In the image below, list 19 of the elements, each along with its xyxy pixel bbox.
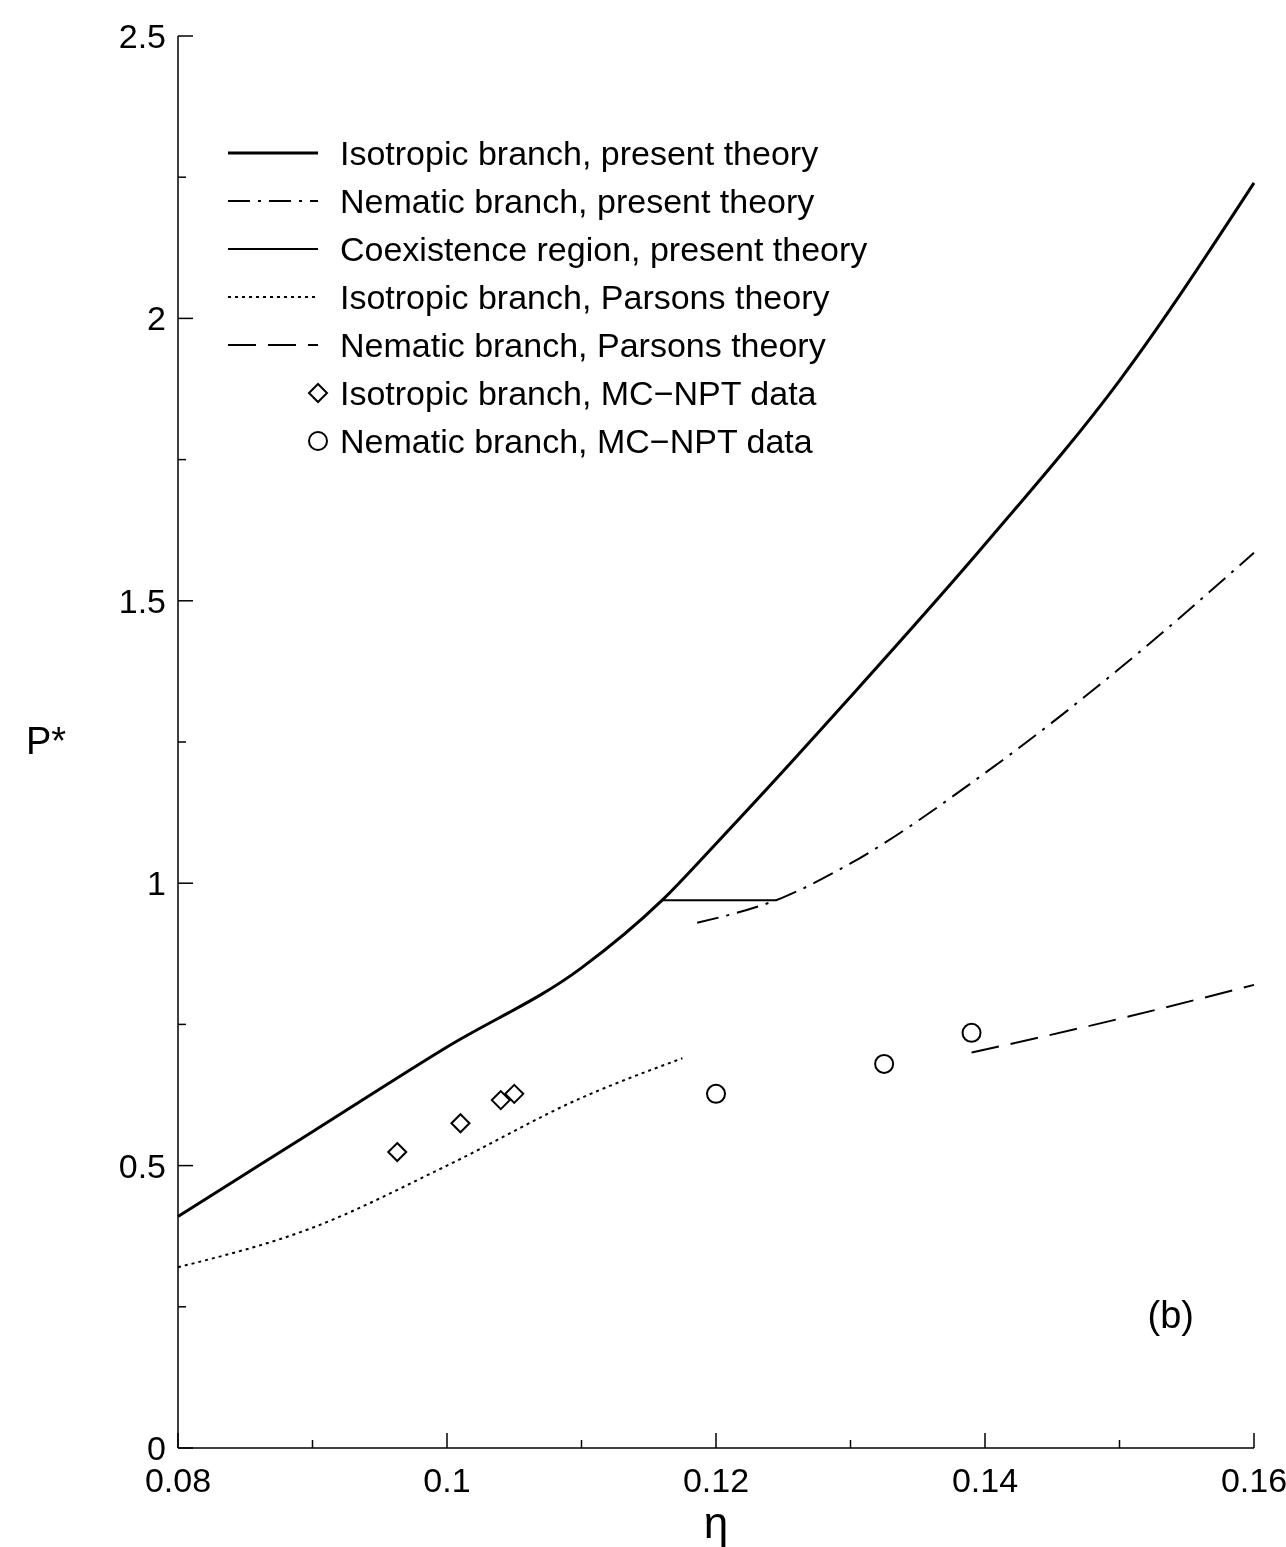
x-tick-label: 0.1 — [423, 1461, 471, 1499]
y-tick-label: 0.5 — [118, 1146, 166, 1185]
annotation: (b) — [1147, 1294, 1194, 1336]
legend-label: Isotropic branch, Parsons theory — [340, 278, 830, 316]
legend-label: Nematic branch, present theory — [340, 182, 815, 220]
legend-label: Isotropic branch, MC−NPT data — [340, 374, 817, 412]
y-tick-label: 1 — [147, 864, 166, 903]
x-axis-title: η — [703, 1498, 729, 1547]
y-tick-label: 1.5 — [118, 581, 166, 620]
legend-label: Coexistence region, present theory — [340, 230, 868, 268]
legend-label: Nematic branch, MC−NPT data — [340, 422, 813, 460]
y-axis-title: P* — [25, 720, 67, 762]
legend-label: Nematic branch, Parsons theory — [340, 326, 826, 364]
legend-label: Isotropic branch, present theory — [340, 134, 819, 172]
y-tick-label: 2 — [147, 299, 166, 338]
y-tick-label: 2.5 — [118, 17, 166, 55]
x-tick-label: 0.14 — [951, 1461, 1019, 1499]
x-tick-label: 0.12 — [682, 1461, 750, 1499]
x-tick-label: 0.16 — [1220, 1461, 1286, 1499]
